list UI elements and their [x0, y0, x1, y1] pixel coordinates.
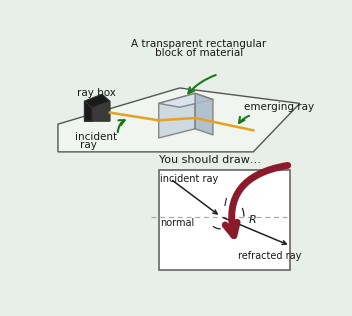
Polygon shape: [84, 94, 110, 108]
Text: ray box: ray box: [76, 88, 115, 98]
Polygon shape: [92, 101, 110, 121]
Bar: [159, 170, 290, 270]
Text: incident: incident: [75, 132, 117, 142]
Text: R: R: [249, 215, 256, 225]
Polygon shape: [84, 101, 92, 121]
Text: A transparent rectangular: A transparent rectangular: [131, 39, 266, 49]
Text: incident ray: incident ray: [160, 174, 219, 184]
Text: You should draw…: You should draw…: [159, 155, 261, 166]
Text: ray: ray: [80, 140, 96, 150]
Text: refracted ray: refracted ray: [238, 251, 301, 261]
Polygon shape: [159, 93, 213, 107]
Text: emerging ray: emerging ray: [244, 101, 314, 112]
Polygon shape: [159, 93, 195, 138]
Polygon shape: [195, 93, 213, 135]
Polygon shape: [84, 101, 110, 121]
Text: I: I: [224, 198, 227, 208]
Text: normal: normal: [160, 218, 195, 228]
Polygon shape: [58, 88, 300, 152]
Text: block of material: block of material: [155, 48, 243, 58]
